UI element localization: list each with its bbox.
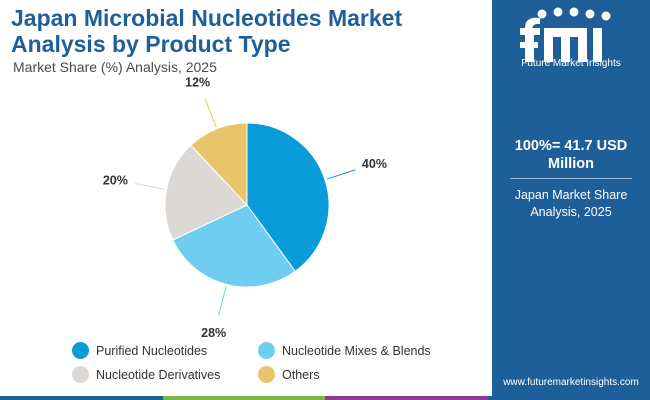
market-share-caption: Japan Market Share Analysis, 2025 bbox=[514, 188, 628, 219]
legend-label: Others bbox=[282, 367, 320, 382]
legend-label: Purified Nucleotides bbox=[96, 343, 208, 358]
data-label-nucleotide-mixes-and-blends: 28% bbox=[201, 326, 226, 340]
leader-line-nucleotide-derivatives bbox=[134, 183, 165, 190]
legend-item-purified-nucleotides: Purified Nucleotides bbox=[72, 342, 207, 359]
market-total: 100%= 41.7 USD Million bbox=[514, 138, 628, 172]
leader-line-nucleotide-mixes-and-blends bbox=[218, 286, 227, 316]
footer-bar-segment bbox=[487, 396, 650, 400]
legend-swatch bbox=[258, 342, 275, 359]
legend-item-nucleotide-derivatives: Nucleotide Derivatives bbox=[72, 366, 220, 383]
footer-bar-segment bbox=[162, 396, 325, 400]
chart-subtitle: Market Share (%) Analysis, 2025 bbox=[13, 59, 217, 75]
legend-swatch bbox=[258, 366, 275, 383]
fmi-logo-icon bbox=[520, 7, 611, 62]
leader-line-purified-nucleotides bbox=[326, 169, 356, 180]
chart-panel: Japan Microbial Nucleotides Market Analy… bbox=[11, 5, 431, 383]
pie-slice-nucleotide-mixes-and-blends bbox=[172, 204, 296, 288]
footer-color-bar bbox=[0, 396, 650, 400]
website-link[interactable]: www.futuremarketinsights.com bbox=[503, 377, 639, 388]
data-label-nucleotide-derivatives: 20% bbox=[103, 173, 128, 187]
footer-bar-segment bbox=[325, 396, 488, 400]
pie-slice-others bbox=[190, 122, 248, 207]
legend-swatch bbox=[72, 366, 89, 383]
chart-title: Japan Microbial Nucleotides Market Analy… bbox=[11, 5, 403, 57]
legend-label: Nucleotide Mixes & Blends bbox=[282, 343, 431, 358]
data-label-purified-nucleotides: 40% bbox=[362, 157, 387, 171]
footer-bar-segment bbox=[0, 396, 163, 400]
pie-chart: 40% 28% 20% 12% bbox=[103, 75, 387, 340]
legend-label: Nucleotide Derivatives bbox=[96, 367, 221, 382]
legend-swatch bbox=[72, 342, 89, 359]
pie-slice-nucleotide-derivatives bbox=[164, 144, 248, 241]
legend-item-others: Others bbox=[258, 366, 320, 383]
divider bbox=[510, 178, 632, 179]
data-label-others: 12% bbox=[185, 75, 210, 89]
info-sidebar: Future Market Insights 100%= 41.7 USD Mi… bbox=[492, 0, 650, 400]
legend-item-nucleotide-mixes-and-blends: Nucleotide Mixes & Blends bbox=[258, 342, 431, 359]
pie-slice-purified-nucleotides bbox=[246, 122, 330, 273]
brand-name: Future Market Insights bbox=[521, 58, 621, 69]
leader-line-others bbox=[204, 98, 217, 128]
